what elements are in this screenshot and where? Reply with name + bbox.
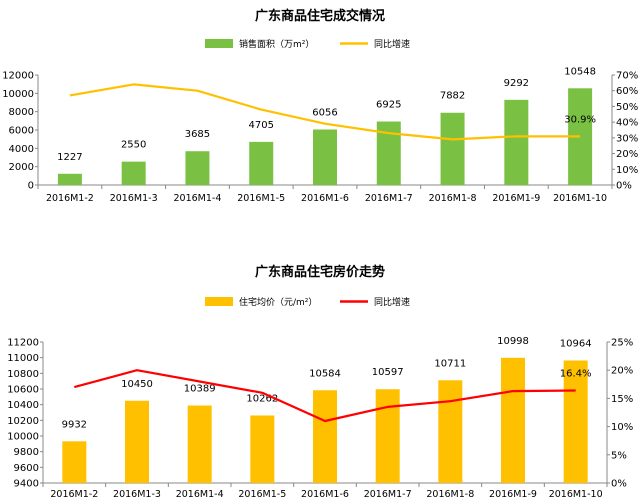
- y-left-tick-label: 10600: [7, 385, 39, 396]
- x-tick-label: 2016M1-7: [365, 193, 413, 204]
- y-left-tick-label: 8000: [9, 107, 34, 118]
- bar-data-label: 9932: [62, 419, 87, 430]
- x-tick-label: 2016M1-8: [429, 193, 477, 204]
- x-tick-label: 2016M1-3: [110, 193, 158, 204]
- chart-title: 广东商品住宅成交情况: [255, 8, 385, 24]
- bar-data-label: 10262: [246, 393, 278, 404]
- y-right-tick-label: 0%: [616, 181, 632, 192]
- bar: [313, 390, 337, 483]
- bar: [187, 405, 212, 483]
- x-tick-label: 2016M1-7: [364, 489, 412, 499]
- y-left-tick-label: 11200: [7, 338, 39, 349]
- bar-data-label: 1227: [57, 152, 82, 163]
- x-tick-label: 2016M1-2: [46, 193, 94, 204]
- y-left-tick-label: 0: [28, 181, 34, 192]
- y-left-tick-label: 6000: [9, 126, 34, 137]
- legend-bar-swatch: [205, 297, 233, 306]
- bar-data-label: 7882: [440, 91, 465, 102]
- legend-bar-swatch: [205, 39, 233, 48]
- line-data-label: 16.4%: [560, 369, 592, 380]
- bar: [121, 161, 146, 185]
- y-left-tick-label: 9600: [14, 463, 39, 474]
- legend-line-label: 同比增速: [374, 296, 410, 308]
- bar: [250, 415, 275, 483]
- legend-line-label: 同比增速: [374, 38, 410, 50]
- bar: [440, 112, 465, 185]
- bar-data-label: 10964: [560, 338, 592, 349]
- bar-data-label: 2550: [121, 140, 146, 151]
- x-tick-label: 2016M1-8: [426, 489, 474, 499]
- bar: [185, 151, 210, 185]
- y-left-tick-label: 10400: [7, 400, 39, 411]
- x-tick-label: 2016M1-2: [50, 489, 98, 499]
- bar-data-label: 6925: [376, 100, 401, 111]
- bar-data-label: 10389: [184, 384, 216, 395]
- y-right-tick-label: 60%: [616, 86, 638, 97]
- bar-data-label: 6056: [312, 107, 337, 118]
- bar-data-label: 10711: [434, 358, 466, 369]
- bar: [501, 357, 525, 483]
- bar-data-label: 4705: [248, 120, 273, 131]
- y-right-tick-label: 20%: [611, 366, 633, 377]
- y-left-tick-label: 10000: [2, 89, 34, 100]
- y-left-tick-label: 10800: [7, 369, 39, 380]
- x-tick-label: 2016M1-6: [301, 489, 349, 499]
- bar-data-label: 10584: [309, 368, 341, 379]
- y-right-tick-label: 40%: [616, 118, 638, 129]
- chart-title: 广东商品住宅房价走势: [255, 264, 385, 280]
- y-right-tick-label: 20%: [616, 149, 638, 160]
- bar-data-label: 10597: [372, 367, 404, 378]
- x-tick-label: 2016M1-9: [489, 489, 537, 499]
- legend-bar-label: 销售面积（万m²）: [239, 38, 314, 50]
- bar: [125, 400, 149, 483]
- y-right-tick-label: 50%: [616, 102, 638, 113]
- x-tick-label: 2016M1-9: [492, 193, 540, 204]
- y-right-tick-label: 10%: [611, 422, 633, 433]
- y-right-tick-label: 25%: [611, 338, 633, 349]
- y-left-tick-label: 2000: [9, 162, 34, 173]
- y-right-tick-label: 0%: [611, 479, 627, 490]
- x-tick-label: 2016M1-5: [238, 489, 286, 499]
- y-left-tick-label: 10200: [7, 416, 39, 427]
- y-left-tick-label: 12000: [2, 71, 34, 82]
- bar: [438, 380, 463, 483]
- y-left-tick-label: 10000: [7, 432, 39, 443]
- bar: [504, 99, 529, 185]
- x-tick-label: 2016M1-4: [176, 489, 224, 499]
- x-tick-label: 2016M1-10: [549, 489, 603, 499]
- x-tick-label: 2016M1-10: [553, 193, 607, 204]
- x-tick-label: 2016M1-6: [301, 193, 349, 204]
- bar-data-label: 10998: [497, 336, 529, 347]
- y-right-tick-label: 30%: [616, 133, 638, 144]
- line-data-label: 30.9%: [564, 114, 596, 125]
- legend-bar-label: 住宅均价（元/m²）: [239, 296, 317, 308]
- bar: [375, 389, 400, 483]
- y-right-tick-label: 5%: [611, 450, 627, 461]
- y-left-tick-label: 9800: [14, 447, 39, 458]
- bar: [57, 173, 82, 185]
- y-left-tick-label: 4000: [9, 144, 34, 155]
- y-right-tick-label: 15%: [611, 394, 633, 405]
- y-left-tick-label: 11000: [7, 353, 39, 364]
- bar: [62, 441, 87, 483]
- bar-data-label: 9292: [504, 78, 529, 89]
- bar-data-label: 10450: [121, 379, 153, 390]
- y-right-tick-label: 10%: [616, 165, 638, 176]
- x-tick-label: 2016M1-4: [173, 193, 221, 204]
- x-tick-label: 2016M1-5: [237, 193, 285, 204]
- y-left-tick-label: 9400: [14, 479, 39, 490]
- bar-data-label: 3685: [185, 129, 210, 140]
- bar: [313, 129, 337, 185]
- bar: [249, 141, 274, 185]
- bar-data-label: 10548: [564, 66, 596, 77]
- x-tick-label: 2016M1-3: [113, 489, 161, 499]
- y-right-tick-label: 70%: [616, 71, 638, 82]
- bar: [563, 360, 588, 483]
